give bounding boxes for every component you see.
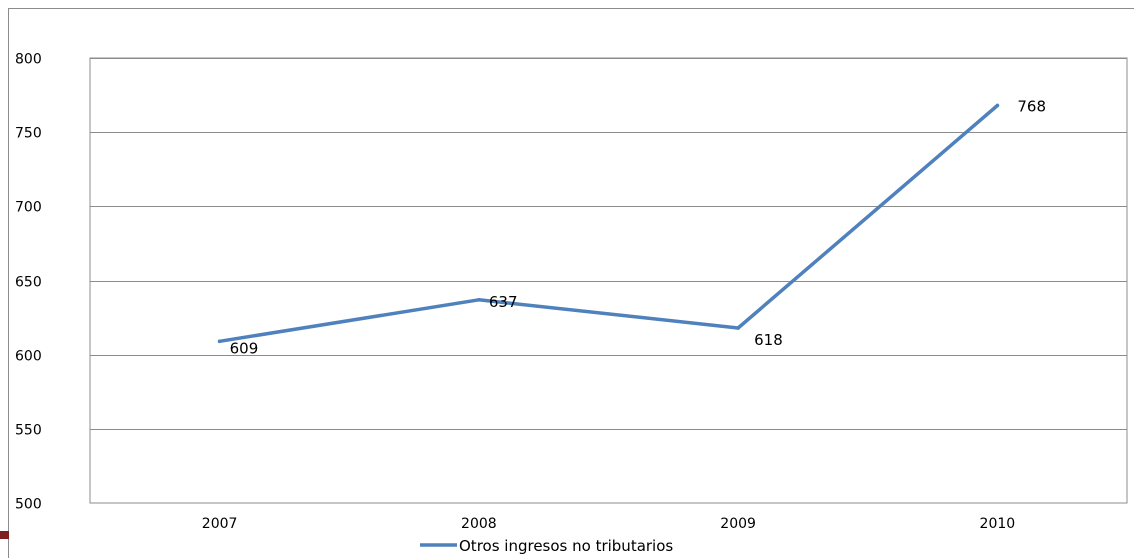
data-label: 637 bbox=[489, 293, 518, 311]
data-point bbox=[736, 326, 740, 330]
y-tick-label: 800 bbox=[15, 52, 42, 68]
legend-label: Otros ingresos no tributarios bbox=[459, 537, 673, 555]
data-point bbox=[217, 339, 222, 344]
data-label: 768 bbox=[1017, 97, 1046, 115]
series-lines bbox=[217, 103, 1000, 344]
y-tick-label: 750 bbox=[15, 126, 42, 142]
data-labels: 609 637 618 768 bbox=[230, 97, 1046, 357]
x-axis-tick-labels: 2007 2008 2009 2010 bbox=[202, 516, 1015, 532]
data-point bbox=[477, 297, 481, 302]
x-tick-label: 2009 bbox=[720, 516, 756, 532]
data-label: 609 bbox=[230, 339, 259, 357]
x-tick-label: 2008 bbox=[461, 516, 497, 532]
x-tick-label: 2010 bbox=[980, 516, 1016, 532]
series-line bbox=[217, 103, 1000, 344]
slide-accent-mark bbox=[0, 531, 9, 539]
x-tick-label: 2007 bbox=[202, 516, 238, 532]
data-label: 618 bbox=[754, 331, 783, 349]
y-tick-label: 700 bbox=[15, 200, 42, 216]
y-tick-label: 500 bbox=[15, 497, 42, 513]
y-tick-label: 550 bbox=[15, 423, 42, 439]
legend: Otros ingresos no tributarios bbox=[420, 537, 673, 555]
y-tick-label: 600 bbox=[15, 349, 42, 365]
plot-area-border bbox=[89, 57, 1128, 504]
y-axis-tick-labels: 500 550 600 650 700 750 800 bbox=[15, 52, 42, 513]
y-tick-label: 650 bbox=[15, 275, 42, 291]
data-point bbox=[995, 103, 1000, 108]
plot-area bbox=[89, 57, 1128, 504]
